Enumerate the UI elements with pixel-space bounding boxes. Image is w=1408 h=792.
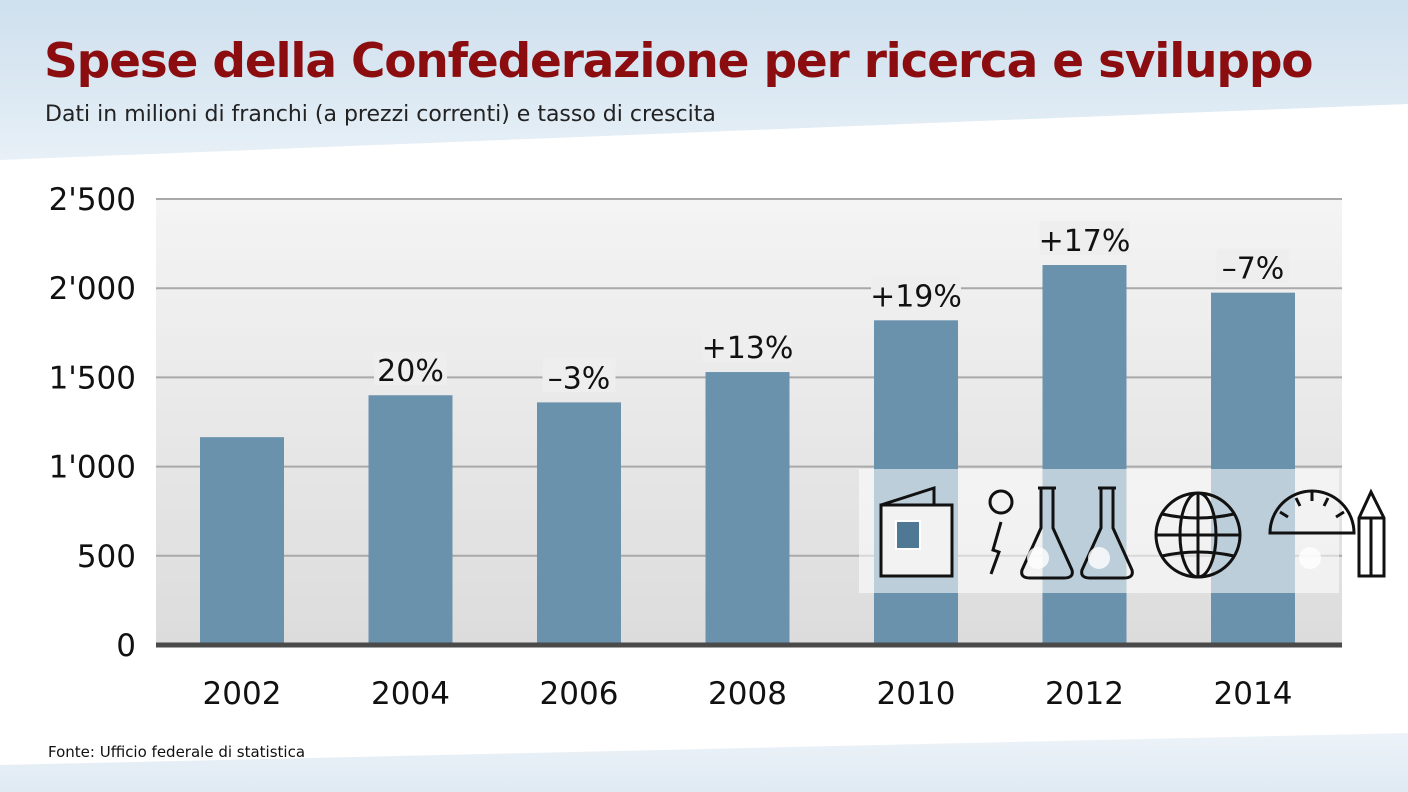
flask-icon bbox=[1020, 486, 1074, 580]
data-label: +17% bbox=[1039, 224, 1131, 259]
data-label-background bbox=[1039, 221, 1130, 256]
data-label-background bbox=[1216, 248, 1290, 283]
data-label: +19% bbox=[870, 279, 962, 314]
chart-title: Spese della Confederazione per ricerca e… bbox=[44, 34, 1314, 89]
data-label-background bbox=[374, 351, 447, 386]
gauge-icon bbox=[1268, 489, 1356, 569]
y-tick-label: 1'500 bbox=[49, 360, 136, 396]
y-tick-label: 0 bbox=[116, 628, 136, 664]
chart-subtitle: Dati in milioni di franchi (a prezzi cor… bbox=[45, 102, 716, 127]
y-tick-label: 1'000 bbox=[49, 450, 136, 486]
data-label-background bbox=[871, 276, 961, 311]
data-label: 20% bbox=[377, 354, 444, 389]
x-tick-label: 2012 bbox=[1045, 676, 1124, 712]
idea-icon bbox=[988, 489, 1014, 575]
data-label-background bbox=[542, 358, 616, 393]
pencil-icon bbox=[1357, 488, 1386, 578]
y-tick-label: 500 bbox=[77, 539, 136, 575]
book-icon bbox=[879, 485, 954, 578]
source-note: Fonte: Ufficio federale di statistica bbox=[48, 743, 306, 761]
bar bbox=[537, 402, 621, 645]
research-icons-strip bbox=[859, 469, 1386, 593]
y-tick-label: 2'500 bbox=[49, 182, 136, 218]
x-tick-label: 2008 bbox=[708, 676, 787, 712]
x-tick-label: 2014 bbox=[1214, 676, 1293, 712]
x-axis-labels: 2002 2004 2006 2008 2010 2012 2014 bbox=[203, 676, 1293, 712]
x-tick-label: 2004 bbox=[371, 676, 450, 712]
x-tick-label: 2002 bbox=[203, 676, 282, 712]
data-label: –7% bbox=[1222, 252, 1285, 287]
flask-icon bbox=[1080, 486, 1134, 580]
y-tick-label: 2'000 bbox=[49, 271, 136, 307]
bar bbox=[705, 372, 790, 645]
bar bbox=[368, 395, 453, 645]
data-label: +13% bbox=[702, 331, 794, 366]
y-axis-labels: 0 500 1'000 1'500 2'000 2'500 bbox=[49, 182, 136, 664]
bar-chart: 0 500 1'000 1'500 2'000 2'500 20% –3% +13% +19% +… bbox=[49, 182, 1386, 712]
data-label-background bbox=[702, 328, 793, 363]
x-tick-label: 2010 bbox=[877, 676, 956, 712]
data-labels: 20% –3% +13% +19% +17% –7% bbox=[374, 221, 1290, 396]
data-label: –3% bbox=[548, 361, 611, 396]
bar bbox=[200, 437, 284, 645]
x-tick-label: 2006 bbox=[540, 676, 619, 712]
globe-icon bbox=[1154, 491, 1242, 579]
